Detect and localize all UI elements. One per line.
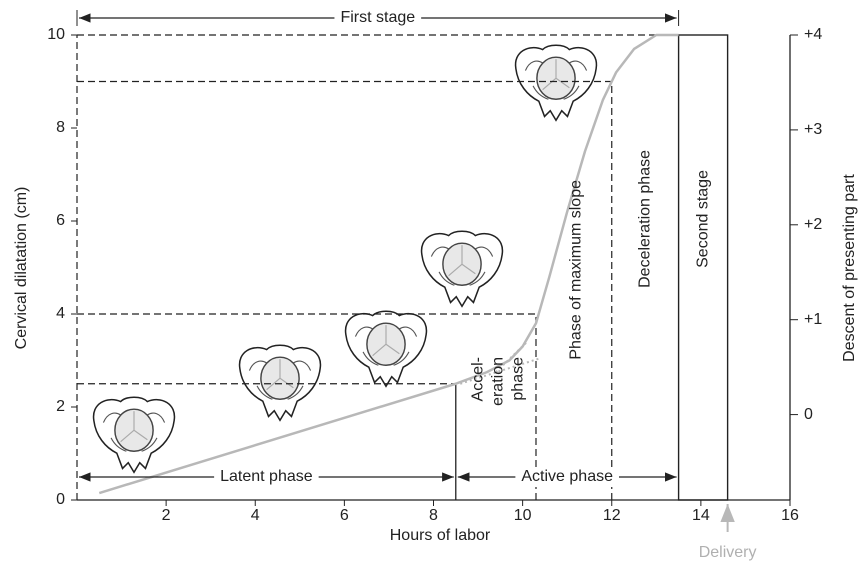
delivery-label: Delivery [699, 544, 757, 561]
y2-tick-label: +1 [804, 311, 822, 328]
span-label: Latent phase [220, 468, 313, 485]
x-tick-label: 10 [514, 507, 532, 524]
x-tick-label: 12 [603, 507, 621, 524]
pelvis-icon [344, 310, 428, 388]
phase-label: eration [489, 357, 506, 406]
span-label-bg [334, 8, 422, 28]
y2-tick-label: +2 [804, 216, 822, 233]
x-tick-label: 16 [781, 507, 799, 524]
x-tick-label: 2 [162, 507, 171, 524]
y-axis-label: Cervical dilatation (cm) [13, 187, 30, 350]
data-line [98, 33, 679, 495]
phase-label: Accel- [469, 357, 486, 401]
pelvis-icon [238, 344, 322, 422]
data-line [495, 341, 528, 373]
x-tick-label: 8 [429, 507, 438, 524]
span-label-bg [515, 467, 619, 487]
pelvis-icon [92, 396, 176, 474]
y-tick-label: 0 [56, 491, 65, 508]
y2-axis-label: Descent of presenting part [841, 174, 858, 362]
y2-tick-label: +4 [804, 26, 822, 43]
span-label: First stage [340, 9, 415, 26]
span-label-bg [214, 467, 319, 487]
y-tick-label: 6 [56, 212, 65, 229]
data-line [459, 357, 541, 385]
x-tick-label: 14 [692, 507, 710, 524]
pelvis-icon [514, 44, 598, 122]
phase-label: phase [509, 357, 526, 401]
y2-tick-label: +3 [804, 121, 822, 138]
x-axis-label: Hours of labor [390, 527, 491, 544]
y-tick-label: 8 [56, 119, 65, 136]
y-tick-label: 2 [56, 398, 65, 415]
phase-label: Second stage [694, 170, 711, 268]
second-stage-box [677, 34, 729, 501]
x-tick-label: 4 [251, 507, 260, 524]
y-tick-label: 10 [47, 26, 65, 43]
y-tick-label: 4 [56, 305, 65, 322]
pelvis-icon [420, 230, 504, 308]
y2-tick-label: 0 [804, 406, 813, 423]
phase-label: Phase of maximum slope [567, 180, 584, 360]
span-label: Active phase [521, 468, 613, 485]
phase-label: Deceleration phase [636, 150, 653, 288]
x-tick-label: 6 [340, 507, 349, 524]
